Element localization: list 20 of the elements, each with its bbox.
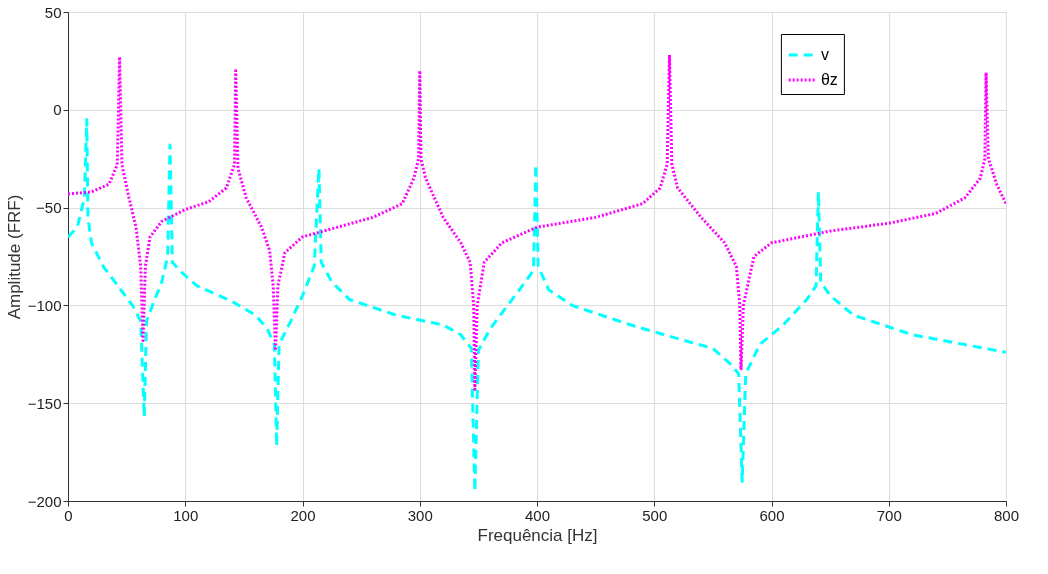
x-tick-label: 500: [642, 506, 668, 524]
legend-label: v: [820, 46, 829, 63]
x-tick-label: 200: [290, 506, 316, 524]
x-tick-label: 400: [524, 506, 551, 524]
y-tick-label: −150: [27, 394, 62, 412]
legend-label: θz: [820, 71, 838, 88]
x-tick-label: 800: [993, 506, 1020, 524]
line-series: [68, 53, 1006, 392]
x-tick-label: 600: [759, 506, 785, 524]
y-tick-label: −100: [27, 296, 62, 314]
y-tick-label: −50: [36, 199, 62, 217]
x-tick-label: 300: [407, 506, 433, 524]
y-tick-label: 50: [44, 3, 62, 21]
x-tick-label: 700: [876, 506, 902, 524]
x-tick-label: 0: [64, 506, 73, 524]
y-tick-label: −200: [27, 492, 62, 510]
x-tick-label: 100: [173, 506, 199, 524]
x-axis-title: Frequência [Hz]: [477, 525, 598, 545]
y-tick-label: 0: [53, 101, 62, 119]
y-axis-title: Amplitude (FRF): [4, 194, 24, 320]
